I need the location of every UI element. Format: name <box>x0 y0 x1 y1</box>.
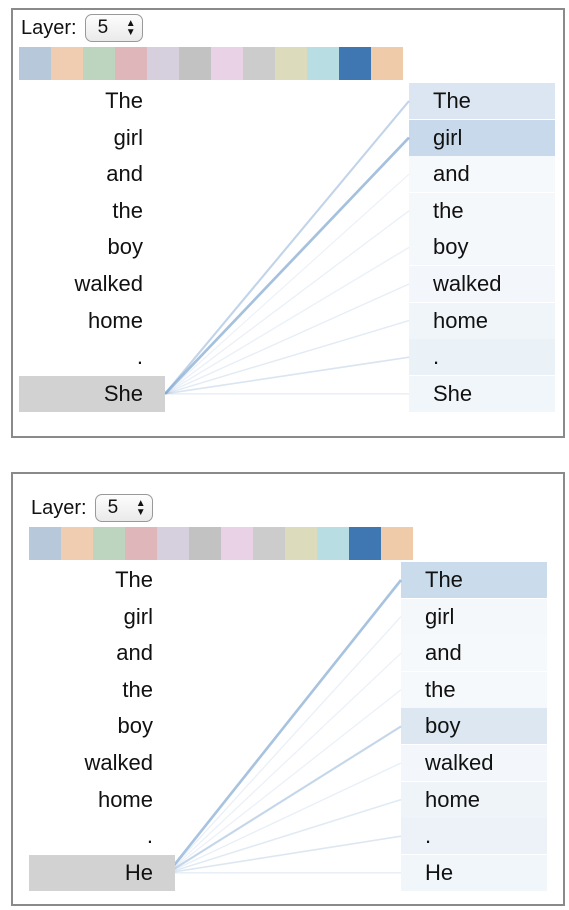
head-color-swatches <box>19 47 403 80</box>
layer-select-value: 5 <box>97 17 109 38</box>
right-token-she-8[interactable]: She <box>409 375 555 412</box>
left-token-girl-1[interactable]: girl <box>113 124 143 150</box>
left-token-boy-4[interactable]: boy <box>107 234 143 260</box>
head-swatch-6[interactable] <box>189 527 221 560</box>
attention-line-home-6 <box>164 319 410 395</box>
head-swatch-3[interactable] <box>83 47 115 80</box>
right-token-walked-5[interactable]: walked <box>401 745 547 781</box>
left-token-the-0[interactable]: The <box>105 88 143 113</box>
head-swatch-4[interactable] <box>115 47 147 80</box>
attention-panel-she: Layer: 5 ▲ ▼ The girl and the boy walked home. S… <box>11 8 565 438</box>
left-token-period-7[interactable]: . <box>146 823 153 849</box>
left-token-home-6[interactable]: home <box>97 786 153 812</box>
attention-line-girl-1 <box>164 136 410 395</box>
right-token-boy-4[interactable]: boy <box>401 708 547 745</box>
attention-line-and-2 <box>164 173 410 395</box>
head-swatch-7[interactable] <box>221 527 253 560</box>
layer-control: Layer: 5 ▲ ▼ <box>21 14 143 42</box>
attention-line-walked-5 <box>167 762 402 874</box>
layer-select-value: 5 <box>107 497 119 518</box>
right-token-and-2[interactable]: and <box>409 156 555 193</box>
left-token-girl-1[interactable]: girl <box>123 603 153 629</box>
left-token-and-2[interactable]: and <box>116 640 153 666</box>
attention-line-the-0 <box>164 100 410 395</box>
attention-line-boy-4 <box>164 246 410 395</box>
attention-line-the-3 <box>167 689 402 874</box>
select-arrows-icon: ▲ ▼ <box>125 18 136 38</box>
right-token-boy-4[interactable]: boy <box>409 229 555 266</box>
attention-line-walked-5 <box>164 283 410 395</box>
layer-select[interactable]: 5 ▲ ▼ <box>94 494 153 522</box>
attention-panel-he: Layer: 5 ▲ ▼ The girl and the boy walked home. H… <box>11 472 565 906</box>
attention-line-period-7 <box>167 835 402 874</box>
head-swatch-6[interactable] <box>179 47 211 80</box>
head-color-swatches <box>29 527 413 560</box>
head-swatch-7[interactable] <box>211 47 243 80</box>
layer-control: Layer: 5 ▲ ▼ <box>31 494 153 522</box>
right-token-home-6[interactable]: home <box>409 302 555 339</box>
left-token-boy-4[interactable]: boy <box>117 713 153 739</box>
left-token-the-3[interactable]: the <box>122 676 153 702</box>
head-swatch-4[interactable] <box>125 527 157 560</box>
left-token-walked-5[interactable]: walked <box>84 750 153 775</box>
attention-line-girl-1 <box>167 616 402 874</box>
left-token-selected[interactable]: She <box>19 375 165 412</box>
right-token-girl-1[interactable]: girl <box>401 598 547 635</box>
head-swatch-1[interactable] <box>29 527 61 560</box>
head-swatch-8[interactable] <box>253 527 285 560</box>
head-swatch-12[interactable] <box>371 47 403 80</box>
layer-select[interactable]: 5 ▲ ▼ <box>84 14 143 42</box>
head-swatch-11[interactable] <box>349 527 381 560</box>
head-swatch-9[interactable] <box>275 47 307 80</box>
left-token-home-6[interactable]: home <box>87 307 143 333</box>
attention-line-period-7 <box>164 356 410 395</box>
head-swatch-5[interactable] <box>157 527 189 560</box>
layer-label: Layer: <box>21 16 77 39</box>
right-token-home-6[interactable]: home <box>401 781 547 818</box>
left-token-and-2[interactable]: and <box>106 161 143 187</box>
head-swatch-9[interactable] <box>285 527 317 560</box>
head-swatch-10[interactable] <box>317 527 349 560</box>
attention-line-boy-4 <box>167 725 402 874</box>
right-token-walked-5[interactable]: walked <box>409 266 555 302</box>
head-swatch-3[interactable] <box>93 527 125 560</box>
head-swatch-11[interactable] <box>339 47 371 80</box>
left-token-the-3[interactable]: the <box>112 197 143 223</box>
right-token-he-8[interactable]: He <box>401 854 547 891</box>
head-swatch-2[interactable] <box>61 527 93 560</box>
head-swatch-12[interactable] <box>381 527 413 560</box>
left-token-selected[interactable]: He <box>29 854 175 891</box>
left-token-the-0[interactable]: The <box>115 567 153 592</box>
right-token-girl-1[interactable]: girl <box>409 119 555 156</box>
attention-line-the-0 <box>166 579 403 874</box>
left-token-period-7[interactable]: . <box>136 344 143 370</box>
head-swatch-10[interactable] <box>307 47 339 80</box>
right-token-period-7[interactable]: . <box>409 339 555 376</box>
head-swatch-1[interactable] <box>19 47 51 80</box>
right-token-period-7[interactable]: . <box>401 818 547 855</box>
right-token-the-3[interactable]: the <box>401 671 547 708</box>
right-token-and-2[interactable]: and <box>401 635 547 672</box>
left-token-walked-5[interactable]: walked <box>74 271 143 296</box>
right-token-the-3[interactable]: the <box>409 192 555 229</box>
attention-line-and-2 <box>167 652 402 874</box>
attention-line-the-3 <box>164 210 410 395</box>
head-swatch-8[interactable] <box>243 47 275 80</box>
head-swatch-5[interactable] <box>147 47 179 80</box>
layer-label: Layer: <box>31 496 87 519</box>
right-token-the-0[interactable]: The <box>401 562 547 598</box>
select-arrows-icon: ▲ ▼ <box>135 498 146 518</box>
head-swatch-2[interactable] <box>51 47 83 80</box>
right-token-the-0[interactable]: The <box>409 83 555 119</box>
attention-line-home-6 <box>167 798 402 874</box>
